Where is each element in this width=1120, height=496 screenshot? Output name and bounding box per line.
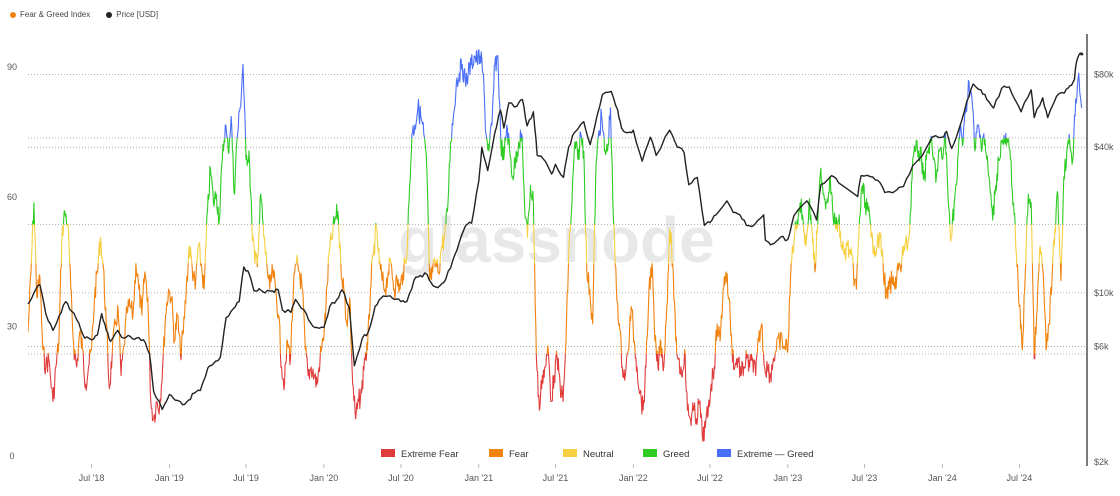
x-tick-label: Jan '22	[619, 473, 648, 483]
band-legend-swatch	[563, 449, 577, 457]
watermark: glassnode	[398, 204, 715, 276]
x-tick-label: Jan '20	[310, 473, 339, 483]
x-tick-label: Jan '24	[928, 473, 957, 483]
y-tick-right: $40k	[1094, 142, 1114, 152]
y-tick-left: 60	[7, 192, 17, 202]
y-tick-right: $2k	[1094, 457, 1109, 467]
band-legend-label: Extreme Fear	[401, 449, 459, 460]
legend-dot-fear-greed	[10, 11, 16, 18]
x-tick-label: Jul '24	[1007, 473, 1033, 483]
x-tick-label: Jan '19	[155, 473, 184, 483]
price-line	[27, 52, 1084, 411]
x-tick-label: Jan '21	[464, 473, 493, 483]
y-tick-left: 0	[9, 451, 14, 461]
x-tick-label: Jul '19	[233, 473, 259, 483]
band-legend-label: Fear	[509, 449, 529, 460]
x-tick-label: Jul '18	[79, 473, 105, 483]
x-tick-label: Jul '22	[697, 473, 723, 483]
legend-dot-price	[106, 11, 113, 18]
band-legend-label: Greed	[663, 449, 689, 460]
y-tick-left: 30	[7, 321, 17, 331]
top-legend: Fear & Greed Index Price [USD]	[10, 10, 158, 19]
legend-item-price[interactable]: Price [USD]	[106, 10, 158, 19]
index-line-extreme-fear	[43, 354, 1036, 442]
y-tick-right: $10k	[1094, 288, 1114, 298]
legend-item-fear-greed[interactable]: Fear & Greed Index	[10, 10, 90, 19]
x-tick-label: Jul '21	[543, 473, 569, 483]
x-tick-label: Jan '23	[773, 473, 802, 483]
index-line-neutral	[30, 224, 1064, 264]
band-legend-label: Extreme — Greed	[737, 449, 814, 460]
x-tick-label: Jul '20	[388, 473, 414, 483]
x-tick-label: Jul '23	[852, 473, 878, 483]
band-legend-swatch	[381, 449, 395, 457]
band-legend-swatch	[643, 449, 657, 457]
index-line-fear	[28, 263, 1062, 354]
band-legend-swatch	[489, 449, 503, 457]
band-legend-label: Neutral	[583, 449, 614, 460]
band-legend-swatch	[717, 449, 731, 457]
legend-label-fear-greed: Fear & Greed Index	[20, 10, 91, 19]
y-tick-right: $80k	[1094, 69, 1114, 79]
y-tick-left: 90	[7, 62, 17, 72]
y-tick-right: $6k	[1094, 342, 1109, 352]
legend-label-price: Price [USD]	[116, 10, 159, 19]
